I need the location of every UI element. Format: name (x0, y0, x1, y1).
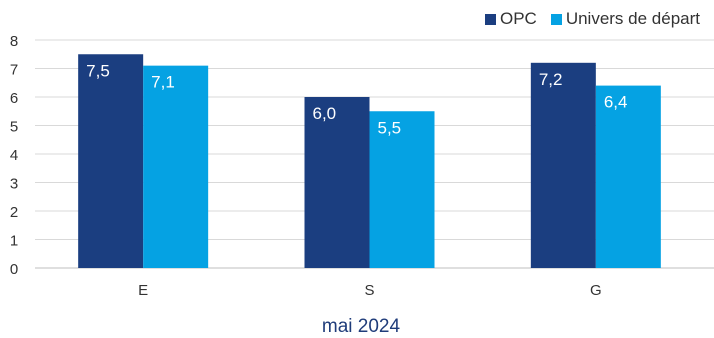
legend: OPC Univers de départ (471, 9, 700, 29)
bar-opc-e (78, 54, 144, 268)
bars: 7,5 7,1 6,0 5,5 7,2 6,4 (78, 54, 661, 269)
y-tick-label: 7 (10, 62, 18, 79)
legend-item-opc: OPC (484, 9, 537, 29)
bar-opc-g (530, 62, 596, 268)
y-tick-label: 4 (10, 147, 18, 164)
y-tick-label: 5 (10, 119, 18, 136)
x-tick-label: E (138, 282, 148, 299)
y-tick-label: 6 (10, 90, 18, 107)
x-axis-title: mai 2024 (321, 316, 401, 337)
y-tick-label: 2 (10, 204, 18, 221)
legend-item-univers: Univers de départ (550, 9, 700, 29)
data-label: 7,1 (151, 73, 175, 92)
x-tick-label: G (590, 282, 602, 299)
bar-opc-s (304, 97, 370, 268)
bar-univers-g (595, 85, 661, 268)
y-tick-label: 1 (10, 233, 18, 250)
y-tick-label: 0 (10, 261, 18, 278)
legend-swatch-univers (550, 13, 562, 25)
y-tick-label: 3 (10, 176, 18, 193)
data-label: 6,4 (604, 93, 628, 112)
data-label: 6,0 (313, 104, 337, 123)
y-tick-label: 8 (10, 33, 18, 50)
bar-univers-s (369, 111, 435, 268)
y-axis: 0 1 2 3 4 5 6 7 8 (10, 33, 18, 278)
data-label: 7,2 (539, 70, 563, 89)
legend-label-opc: OPC (499, 9, 537, 28)
data-label: 7,5 (86, 61, 110, 80)
x-tick-label: S (364, 282, 374, 299)
legend-swatch-opc (484, 13, 496, 25)
data-label: 5,5 (378, 118, 402, 137)
bar-univers-e (143, 65, 209, 269)
legend-label-univers: Univers de départ (565, 9, 700, 28)
